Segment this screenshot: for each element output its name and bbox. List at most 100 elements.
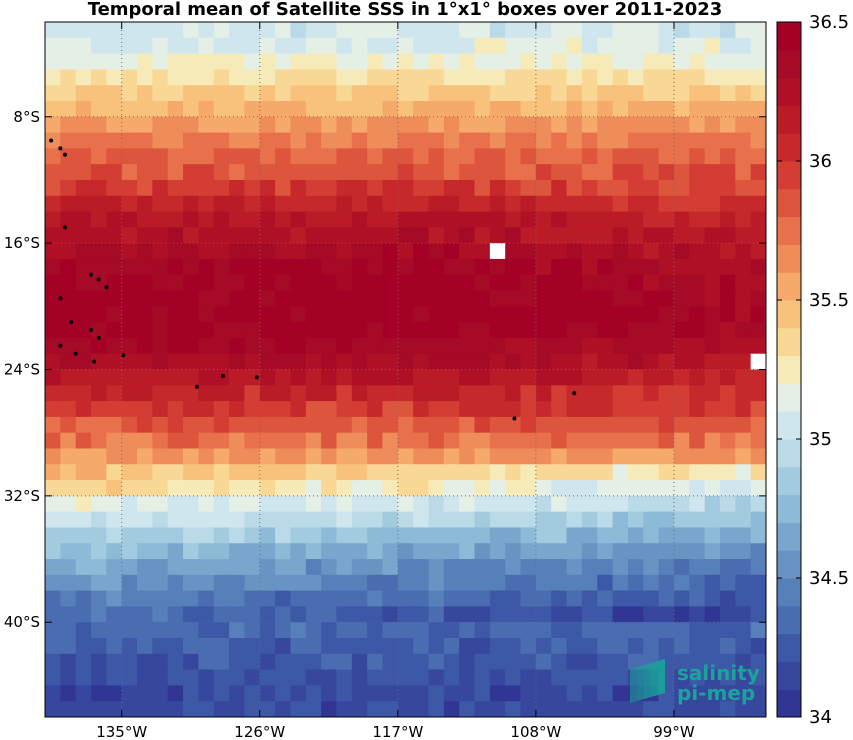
heatmap-cell	[213, 258, 230, 276]
heatmap-cell	[689, 85, 706, 102]
heatmap-cell	[413, 274, 429, 291]
heatmap-cell	[597, 353, 613, 370]
heatmap-cell	[489, 37, 506, 54]
heatmap-cell	[750, 100, 767, 118]
heatmap-cell	[520, 274, 537, 291]
heatmap-cell	[167, 116, 184, 133]
heatmap-cell	[121, 527, 138, 544]
heatmap-cell	[60, 527, 77, 544]
heatmap-cell	[336, 179, 353, 197]
heatmap-cell	[305, 37, 322, 54]
heatmap-cell	[367, 401, 383, 418]
heatmap-cell	[428, 416, 445, 434]
heatmap-cell	[704, 574, 721, 592]
heatmap-cell	[704, 243, 721, 260]
heatmap-cell	[459, 606, 475, 623]
heatmap-cell	[45, 353, 61, 370]
x-tick-label: 135°W	[96, 723, 147, 740]
heatmap-cell	[612, 480, 629, 497]
heatmap-cell	[735, 116, 752, 133]
heatmap-cell	[673, 37, 690, 54]
heatmap-cell	[443, 258, 460, 276]
colorbar-segment	[777, 522, 801, 551]
heatmap-cell	[336, 69, 353, 86]
heatmap-cell	[305, 448, 322, 465]
heatmap-cell	[735, 685, 752, 702]
heatmap-cell	[305, 701, 322, 718]
heatmap-cell	[689, 337, 706, 355]
heatmap-cell	[597, 100, 613, 118]
heatmap-cell	[259, 653, 276, 671]
heatmap-cell	[505, 622, 521, 639]
heatmap-cell	[719, 416, 736, 434]
heatmap-cell	[443, 543, 460, 560]
heatmap-cell	[443, 353, 460, 370]
heatmap-cell	[321, 274, 337, 291]
heatmap-cell	[443, 559, 460, 576]
heatmap-cell	[658, 527, 675, 544]
heatmap-cell	[443, 385, 460, 402]
heatmap-cell	[75, 606, 92, 623]
heatmap-cell	[597, 37, 613, 54]
heatmap-cell	[719, 669, 736, 686]
heatmap-cell	[213, 353, 230, 370]
heatmap-cell	[75, 195, 92, 212]
heatmap-cell	[336, 53, 353, 70]
heatmap-cell	[45, 685, 61, 702]
heatmap-cell	[152, 274, 169, 291]
heatmap-cell	[474, 306, 491, 323]
heatmap-cell	[259, 480, 276, 497]
heatmap-cell	[735, 53, 752, 70]
heatmap-cell	[91, 53, 107, 70]
heatmap-cell	[397, 337, 414, 355]
heatmap-cell	[581, 669, 598, 686]
heatmap-cell	[581, 353, 598, 370]
heatmap-cell	[627, 100, 644, 118]
heatmap-cell	[121, 322, 138, 339]
heatmap-cell	[612, 100, 629, 118]
heatmap-cell	[750, 685, 767, 702]
heatmap-cell	[489, 701, 506, 718]
heatmap-cell	[91, 258, 107, 276]
heatmap-cell	[167, 258, 184, 276]
heatmap-cell	[367, 653, 383, 671]
heatmap-cell	[643, 353, 660, 370]
heatmap-cell	[735, 211, 752, 228]
colorbar-segment	[777, 244, 801, 273]
heatmap-cell	[597, 243, 613, 260]
heatmap-cell	[489, 211, 506, 228]
heatmap-cell	[91, 322, 107, 339]
heatmap-cell	[382, 227, 399, 244]
heatmap-cell	[351, 574, 368, 592]
heatmap-cell	[689, 195, 706, 212]
heatmap-cell	[183, 22, 199, 39]
heatmap-cell	[183, 669, 199, 686]
heatmap-cell	[658, 464, 675, 481]
heatmap-cell	[382, 480, 399, 497]
heatmap-cell	[229, 685, 245, 702]
heatmap-cell	[413, 195, 429, 212]
heatmap-cell	[121, 258, 138, 276]
heatmap-cell	[367, 37, 383, 54]
heatmap-cell	[198, 37, 215, 54]
heatmap-cell	[581, 22, 598, 39]
heatmap-cell	[566, 85, 583, 102]
heatmap-cell	[367, 543, 383, 560]
heatmap-cell	[367, 322, 383, 339]
heatmap-cell	[91, 116, 107, 133]
heatmap-cell	[413, 132, 429, 149]
heatmap-cell	[627, 148, 644, 165]
heatmap-cell	[658, 148, 675, 165]
colorbar-tick-label: 36.5	[809, 12, 849, 33]
heatmap-cell	[152, 606, 169, 623]
heatmap-cell	[719, 369, 736, 386]
heatmap-cell	[75, 559, 92, 576]
heatmap-cell	[167, 543, 184, 560]
heatmap-cell	[397, 385, 414, 402]
heatmap-cell	[627, 322, 644, 339]
heatmap-cell	[167, 211, 184, 228]
heatmap-cell	[60, 638, 77, 655]
heatmap-cell	[290, 622, 307, 639]
heatmap-cell	[520, 385, 537, 402]
heatmap-cell	[367, 480, 383, 497]
